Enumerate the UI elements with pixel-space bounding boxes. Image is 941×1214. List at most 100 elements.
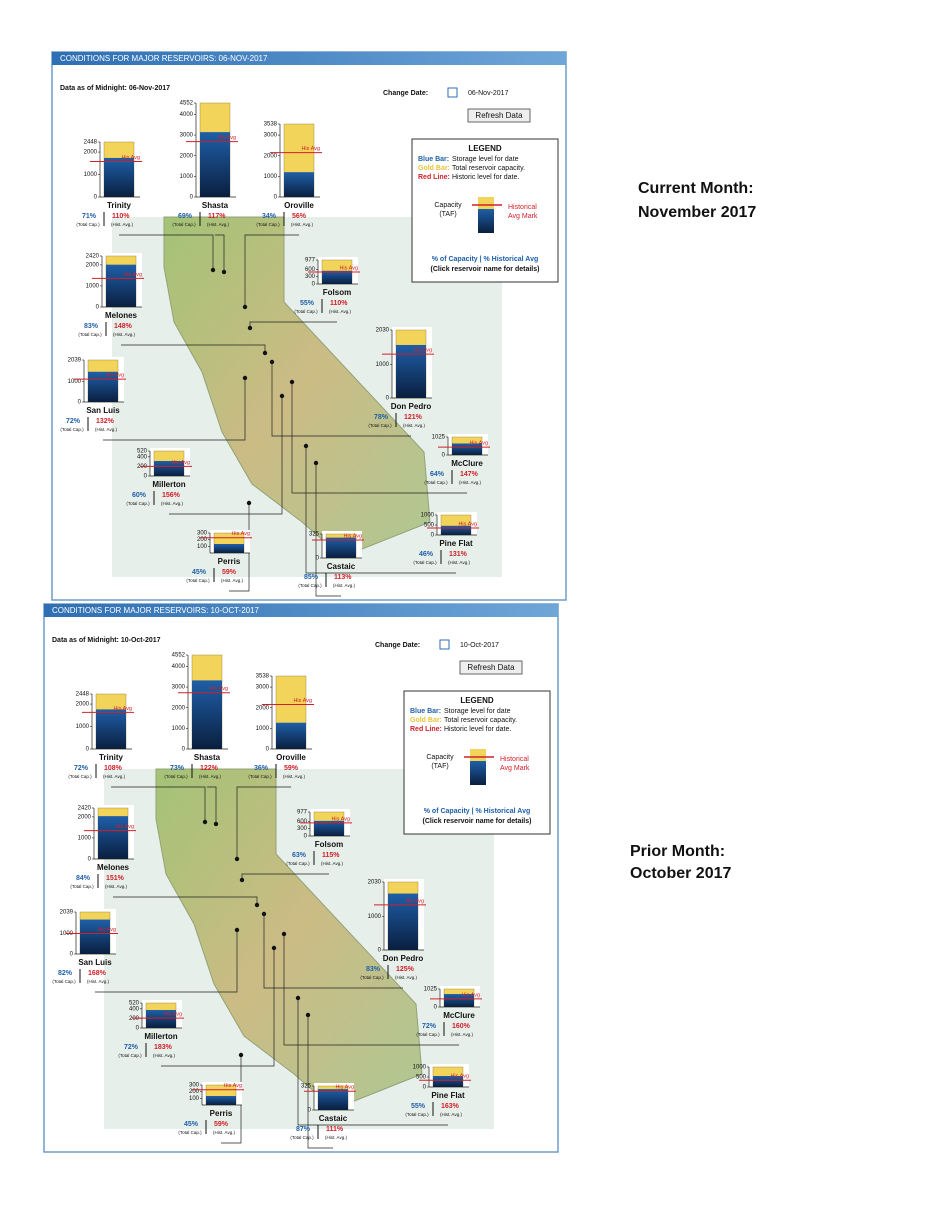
refresh-label: Refresh Data [467, 663, 515, 672]
reservoir-name[interactable]: Melones [97, 863, 130, 872]
reservoir-name[interactable]: Folsom [323, 288, 351, 297]
capacity-pct: 69% [178, 213, 193, 220]
reservoir-name[interactable]: Castaic [327, 562, 356, 571]
his-avg-label: His Avg [469, 441, 488, 447]
tick-label: 2000 [180, 153, 194, 159]
storage-bar [322, 270, 352, 284]
tick-label: 0 [136, 1026, 140, 1032]
capacity-pct: 83% [84, 323, 99, 330]
map-dot [221, 269, 227, 275]
hist-avg-note: (Hist. Avg.) [95, 427, 117, 432]
his-avg-label: His Avg [301, 146, 320, 152]
reservoir-name[interactable]: Millerton [152, 480, 185, 489]
calendar-icon[interactable] [439, 639, 450, 650]
as-of: Data as of Midnight: 10-Oct-2017 [52, 637, 161, 644]
storage-bar [444, 994, 474, 1007]
reservoir-name[interactable]: Oroville [284, 201, 314, 210]
reservoir-name[interactable]: Shasta [202, 201, 229, 210]
tick-label: 1000 [180, 174, 194, 180]
panel-header [52, 52, 566, 65]
reservoir-name[interactable]: Perris [210, 1109, 233, 1118]
calendar-icon[interactable] [447, 87, 458, 98]
reservoir-name[interactable]: Trinity [107, 201, 132, 210]
hist-avg-note: (Hist. Avg.) [87, 979, 109, 984]
tick-label: 1000 [421, 513, 435, 519]
legend: LEGEND Blue Bar: Storage level for dateGol… [403, 690, 551, 835]
reservoir-name[interactable]: McClure [451, 459, 483, 468]
his-avg-label: His Avg [339, 265, 358, 271]
capacity-pct: 64% [430, 471, 445, 478]
hist-avg-note: (Hist. Avg.) [440, 1112, 462, 1117]
tick-label: 300 [197, 531, 208, 537]
reservoir-name[interactable]: San Luis [86, 406, 120, 415]
side-note: Prior Month: [630, 843, 725, 860]
refresh-button[interactable] [467, 108, 531, 123]
connector [121, 344, 266, 353]
hist-pct: 117% [208, 213, 226, 220]
as-of: Data as of Midnight: 06-Nov-2017 [60, 85, 170, 92]
legend-title: LEGEND [460, 696, 494, 705]
reservoir-name[interactable]: Don Pedro [391, 402, 432, 411]
capacity-pct: 45% [192, 569, 207, 576]
map-dot [213, 821, 219, 827]
storage-bar [441, 525, 471, 535]
hist-avg-note: (Hist. Avg.) [283, 774, 305, 779]
refresh-button[interactable] [459, 660, 523, 675]
storage-bar [206, 1096, 236, 1105]
tick-label: 1000 [76, 724, 90, 730]
connector [169, 396, 283, 515]
map-dot [262, 350, 268, 356]
total-cap-note: (Total Cap.) [405, 1112, 429, 1117]
hist-pct: 147% [460, 471, 479, 478]
capacity-pct: 78% [374, 414, 389, 421]
total-cap-note: (Total Cap.) [126, 501, 150, 506]
reservoir-name[interactable]: Pine Flat [439, 539, 473, 548]
capacity-pct: 85% [304, 574, 319, 581]
hist-pct: 110% [330, 300, 348, 307]
reservoir-name[interactable]: Don Pedro [383, 954, 424, 963]
map-dot [210, 267, 216, 273]
reservoir-name[interactable]: Oroville [276, 753, 306, 762]
storage-bar [104, 157, 134, 197]
reservoir-name[interactable]: Trinity [99, 753, 124, 762]
reservoir-name[interactable]: McClure [443, 1011, 475, 1020]
map-dot [271, 945, 277, 951]
legend-text: Storage level for date [444, 708, 511, 715]
tick-label: 0 [274, 195, 278, 201]
tick-label: 0 [442, 453, 446, 459]
reservoir-name[interactable]: Pine Flat [431, 1091, 465, 1100]
legend-key: Blue Bar: [410, 708, 441, 715]
reservoir-name[interactable]: Perris [218, 557, 241, 566]
reservoir-name[interactable]: San Luis [78, 958, 112, 967]
capacity-pct: 45% [184, 1121, 199, 1128]
tick-label: 0 [316, 556, 320, 562]
hist-pct: 59% [214, 1121, 229, 1128]
total-cap-note: (Total Cap.) [360, 975, 384, 980]
total-cap-note: (Total Cap.) [424, 480, 448, 485]
reservoir-name[interactable]: Folsom [315, 840, 343, 849]
hist-pct: 183% [154, 1044, 173, 1051]
hist-avg-note: (Hist. Avg.) [329, 309, 351, 314]
reservoir-name[interactable]: Millerton [144, 1032, 177, 1041]
hist-pct: 108% [104, 765, 123, 772]
map-dot [234, 856, 240, 862]
tick-label: 200 [129, 1016, 140, 1022]
legend-capacity: Capacity [434, 202, 462, 209]
tick-label: 600 [297, 819, 308, 825]
storage-bar [318, 1089, 348, 1110]
hist-avg-note: (Hist. Avg.) [103, 774, 125, 779]
map-dot [234, 927, 240, 933]
his-avg-label: His Avg [115, 824, 134, 830]
reservoir-name[interactable]: Shasta [194, 753, 221, 762]
connector [95, 930, 238, 993]
reservoir-name[interactable]: Melones [105, 311, 138, 320]
capacity-pct: 55% [411, 1103, 426, 1110]
reservoir-name[interactable]: Castaic [319, 1114, 348, 1123]
tick-label: 3000 [172, 685, 186, 691]
storage-bar [146, 1010, 176, 1028]
connector [291, 382, 467, 494]
hist-avg-note: (Hist. Avg.) [153, 1053, 175, 1058]
tick-label: 0 [96, 305, 100, 311]
total-cap-note: (Total Cap.) [164, 774, 188, 779]
